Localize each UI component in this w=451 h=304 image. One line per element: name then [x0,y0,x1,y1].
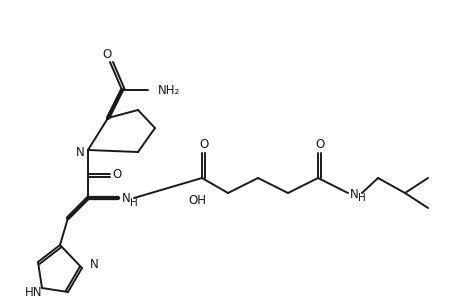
Text: HN: HN [25,286,43,299]
Text: N: N [90,257,98,271]
Text: O: O [112,168,121,181]
Text: N: N [122,192,130,206]
Text: N: N [349,188,358,201]
Text: O: O [199,139,208,151]
Text: H: H [130,198,138,208]
Text: OH: OH [188,194,206,206]
Text: NH₂: NH₂ [158,85,180,98]
Text: O: O [102,47,111,60]
Text: N: N [75,146,84,158]
Text: H: H [357,193,365,203]
Text: O: O [315,139,324,151]
